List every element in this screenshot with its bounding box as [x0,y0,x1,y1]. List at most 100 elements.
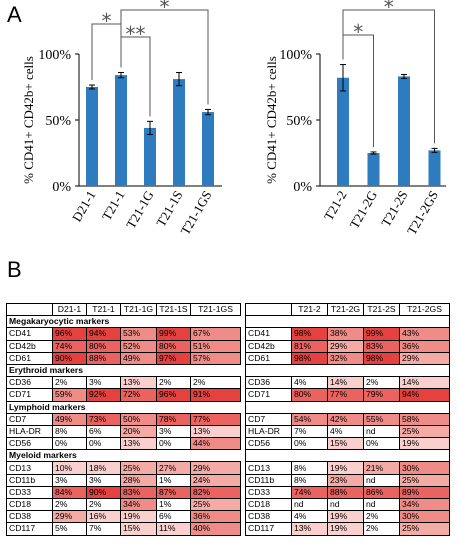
value-cell: 24% [190,473,241,487]
panel-label-b: B [7,257,22,282]
value-cell: 88% [86,351,121,365]
section-title: Megakaryocytic markers [6,315,241,329]
value-cell: 13% [291,522,328,536]
value-cell: 36% [190,510,241,524]
value-cell: 2% [363,510,400,524]
table-row: CD56 0% 0% 13% 0% 44% CD56 0% 15% 0% 19% [6,437,450,451]
value-cell: 13% [120,376,157,390]
table-row: CD13 10% 18% 25% 27% 29% CD13 8% 19% 21% 30% [6,461,450,475]
value-cell: 82% [190,485,241,500]
marker-name: CD36 [245,376,292,390]
value-cell: 44% [190,437,241,451]
marker-table: D21-1 T21-1 T21-1G T21-1S T21-1GS T21-2 T21-2G… [6,302,450,536]
marker-name: CD11b [6,473,53,487]
value-cell: 0% [291,437,328,451]
value-cell: 80% [156,339,191,353]
column-header: T21-1GS [190,302,241,317]
value-cell: 2% [52,497,87,512]
value-cell: 2% [363,522,400,536]
marker-name: CD42b [6,339,53,353]
value-cell: nd [363,497,400,512]
value-cell: 25% [399,522,450,536]
value-cell: 91% [190,388,241,402]
section-spacer [245,363,450,378]
value-cell: 29% [52,510,87,524]
value-cell: 98% [363,351,400,365]
significance-marker: * [353,20,363,44]
value-cell: 83% [363,339,400,353]
value-cell: 0% [52,437,87,451]
value-cell: 3% [52,473,87,487]
value-cell: 84% [52,485,87,500]
value-cell: 99% [156,327,191,341]
value-cell: 14% [399,376,450,390]
bar-T21-1G [144,127,156,186]
bar-T21-2G [367,153,380,186]
marker-name: CD117 [245,522,292,536]
value-cell: 43% [399,327,450,341]
value-cell: 58% [399,412,450,426]
marker-name: CD7 [245,412,292,426]
column-header: T21-2GS [399,302,450,317]
value-cell: 50% [120,412,157,426]
marker-name: CD13 [245,461,292,475]
marker-name: CD33 [6,485,53,500]
column-header: T21-1S [156,302,191,317]
value-cell: 36% [399,339,450,353]
y-tick-label: 50% [286,114,312,129]
value-cell: 57% [190,351,241,365]
value-cell: 49% [120,351,157,365]
section-title: Erythroid markers [6,363,241,378]
x-tick-label: T21-1 [99,188,128,223]
column-header: D21-1 [52,302,87,317]
column-header [245,302,292,317]
value-cell: 14% [327,376,364,390]
value-cell: 94% [86,327,121,341]
value-cell: 77% [327,388,364,402]
table-row: CD33 84% 90% 83% 87% 82% CD33 74% 88% 86% 89% [6,485,450,500]
x-tick-label: T21-2 [321,188,350,223]
value-cell: 6% [156,510,191,524]
value-cell: 51% [190,339,241,353]
table-row: CD71 59% 92% 72% 96% 91% CD71 80% 77% 79% 94% [6,388,450,402]
value-cell: 80% [291,388,328,402]
table-row: CD38 29% 16% 19% 6% 36% CD38 4% 19% 2% 30% [6,510,450,524]
marker-name: CD33 [245,485,292,500]
section-row: Lymphoid markers [6,400,450,414]
x-tick-label: T21-2G [347,188,381,231]
value-cell: 6% [86,424,121,439]
marker-name: CD71 [6,388,53,402]
value-cell: 96% [156,388,191,402]
value-cell: 97% [156,351,191,365]
value-cell: nd [327,497,364,512]
marker-name: CD117 [6,522,53,536]
value-cell: 2% [363,376,400,390]
value-cell: 55% [363,412,400,426]
value-cell: 2% [52,376,87,390]
section-spacer [245,449,450,463]
value-cell: 15% [120,522,157,536]
value-cell: 98% [291,327,328,341]
marker-name: CD56 [6,437,53,451]
x-tick-label: T21-1G [123,188,157,231]
value-cell: 4% [327,424,364,439]
value-cell: 19% [327,461,364,475]
value-cell: 81% [291,339,328,353]
value-cell: 1% [156,497,191,512]
table-row: CD11b 3% 3% 28% 1% 24% CD11b 8% 23% nd 25% [6,473,450,487]
bar-T21-2GS [428,150,441,186]
section-row: Erythroid markers [6,363,450,378]
value-cell: 19% [120,510,157,524]
value-cell: nd [363,424,400,439]
value-cell: 79% [363,388,400,402]
value-cell: 89% [399,485,450,500]
value-cell: 83% [120,485,157,500]
column-header: T21-2S [363,302,400,317]
value-cell: 27% [156,461,191,475]
value-cell: 19% [327,510,364,524]
value-cell: 90% [86,485,121,500]
value-cell: 8% [52,424,87,439]
value-cell: 0% [156,437,191,451]
value-cell: 54% [291,412,328,426]
value-cell: 3% [86,376,121,390]
